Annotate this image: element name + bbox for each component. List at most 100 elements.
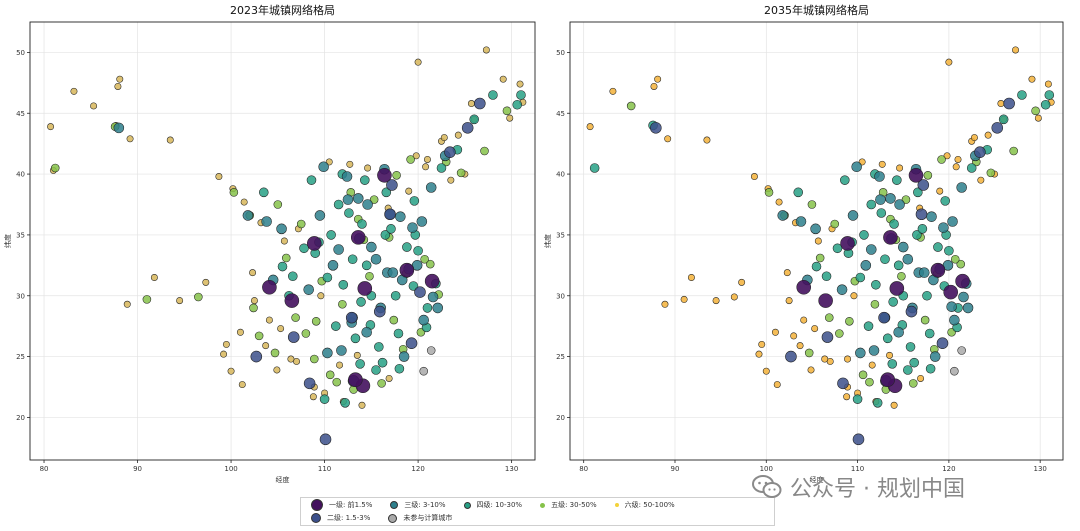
data-point bbox=[506, 114, 514, 122]
data-point bbox=[952, 163, 960, 171]
data-point bbox=[886, 351, 894, 359]
y-tick-label: 30 bbox=[16, 292, 25, 300]
data-point bbox=[868, 361, 876, 369]
data-point bbox=[773, 381, 781, 389]
data-point bbox=[227, 367, 235, 375]
data-point bbox=[350, 230, 366, 245]
data-point bbox=[866, 199, 877, 210]
legend-label: 五级: 30-50% bbox=[551, 501, 597, 509]
wechat-icon bbox=[752, 474, 782, 500]
data-point bbox=[348, 372, 363, 387]
data-point bbox=[384, 208, 396, 221]
data-point bbox=[821, 355, 829, 363]
data-point bbox=[943, 152, 951, 160]
data-point bbox=[958, 291, 969, 303]
data-point bbox=[309, 393, 317, 401]
data-point bbox=[814, 237, 822, 245]
data-point bbox=[586, 123, 594, 131]
x-tick-label: 120 bbox=[942, 465, 955, 473]
data-point bbox=[888, 297, 898, 307]
data-point bbox=[913, 187, 923, 198]
data-point bbox=[945, 58, 953, 66]
data-point bbox=[855, 347, 866, 359]
data-point bbox=[342, 194, 354, 205]
data-point bbox=[764, 188, 774, 197]
data-point bbox=[325, 370, 335, 380]
data-point bbox=[868, 345, 880, 356]
data-point bbox=[353, 351, 361, 359]
data-point bbox=[938, 222, 949, 233]
x-tick-label: 120 bbox=[411, 465, 424, 473]
plot-frame bbox=[569, 21, 1064, 461]
data-point bbox=[114, 83, 122, 90]
data-point bbox=[837, 377, 849, 390]
legend-marker bbox=[463, 501, 471, 509]
data-point bbox=[398, 351, 410, 362]
data-point bbox=[882, 333, 893, 344]
data-point bbox=[357, 281, 373, 296]
data-point bbox=[306, 175, 317, 185]
data-point bbox=[836, 284, 848, 295]
data-point bbox=[650, 83, 658, 90]
data-point bbox=[406, 155, 415, 164]
data-point bbox=[758, 340, 766, 348]
series-6 bbox=[950, 346, 966, 376]
data-point bbox=[1034, 114, 1042, 122]
data-point bbox=[876, 208, 887, 218]
data-point bbox=[344, 208, 354, 218]
data-point bbox=[405, 337, 418, 349]
data-point bbox=[273, 366, 281, 374]
data-point bbox=[738, 278, 746, 286]
data-point bbox=[277, 325, 285, 333]
data-point bbox=[893, 326, 904, 338]
data-point bbox=[386, 224, 396, 234]
data-point bbox=[422, 303, 433, 313]
y-tick-label: 20 bbox=[556, 414, 565, 422]
data-point bbox=[166, 136, 174, 144]
data-point bbox=[851, 161, 862, 173]
data-point bbox=[414, 58, 422, 66]
data-point bbox=[436, 163, 447, 173]
y-tick-label: 30 bbox=[556, 292, 565, 300]
legend-label: 二级: 1.5-3% bbox=[327, 514, 371, 522]
data-point bbox=[703, 136, 711, 144]
data-point bbox=[249, 303, 258, 313]
data-point bbox=[800, 316, 808, 324]
data-point bbox=[917, 375, 925, 382]
data-point bbox=[974, 146, 986, 158]
data-point bbox=[303, 377, 316, 390]
data-point bbox=[925, 363, 936, 374]
data-point bbox=[220, 350, 228, 358]
data-point bbox=[409, 196, 420, 206]
legend-label: 一级: 前1.5% bbox=[329, 501, 373, 509]
data-point bbox=[261, 216, 272, 227]
watermark-text: 公众号 · 规划中国 bbox=[790, 477, 965, 502]
data-point bbox=[889, 281, 905, 296]
data-point bbox=[889, 219, 899, 229]
data-point bbox=[70, 87, 78, 95]
data-point bbox=[850, 292, 858, 300]
data-point bbox=[821, 331, 834, 343]
data-point bbox=[970, 134, 978, 142]
series-1 bbox=[650, 97, 1015, 446]
y-tick-label: 45 bbox=[16, 110, 25, 118]
y-tick-label: 25 bbox=[16, 353, 25, 361]
data-point bbox=[373, 305, 386, 318]
data-point bbox=[922, 290, 932, 301]
data-point bbox=[1028, 75, 1036, 83]
y-tick-label: 45 bbox=[556, 110, 565, 118]
data-point bbox=[296, 219, 306, 229]
data-point bbox=[872, 398, 883, 408]
data-point bbox=[336, 361, 344, 369]
data-point bbox=[288, 271, 298, 282]
legend-label: 六级: 50-100% bbox=[624, 501, 675, 509]
data-point bbox=[254, 331, 264, 341]
x-tick-label: 80 bbox=[579, 465, 588, 473]
data-point bbox=[422, 163, 430, 171]
data-point bbox=[818, 293, 833, 308]
data-point bbox=[355, 359, 365, 369]
data-point bbox=[897, 272, 906, 281]
data-point bbox=[847, 210, 859, 221]
data-point bbox=[664, 135, 672, 143]
data-point bbox=[331, 321, 341, 331]
